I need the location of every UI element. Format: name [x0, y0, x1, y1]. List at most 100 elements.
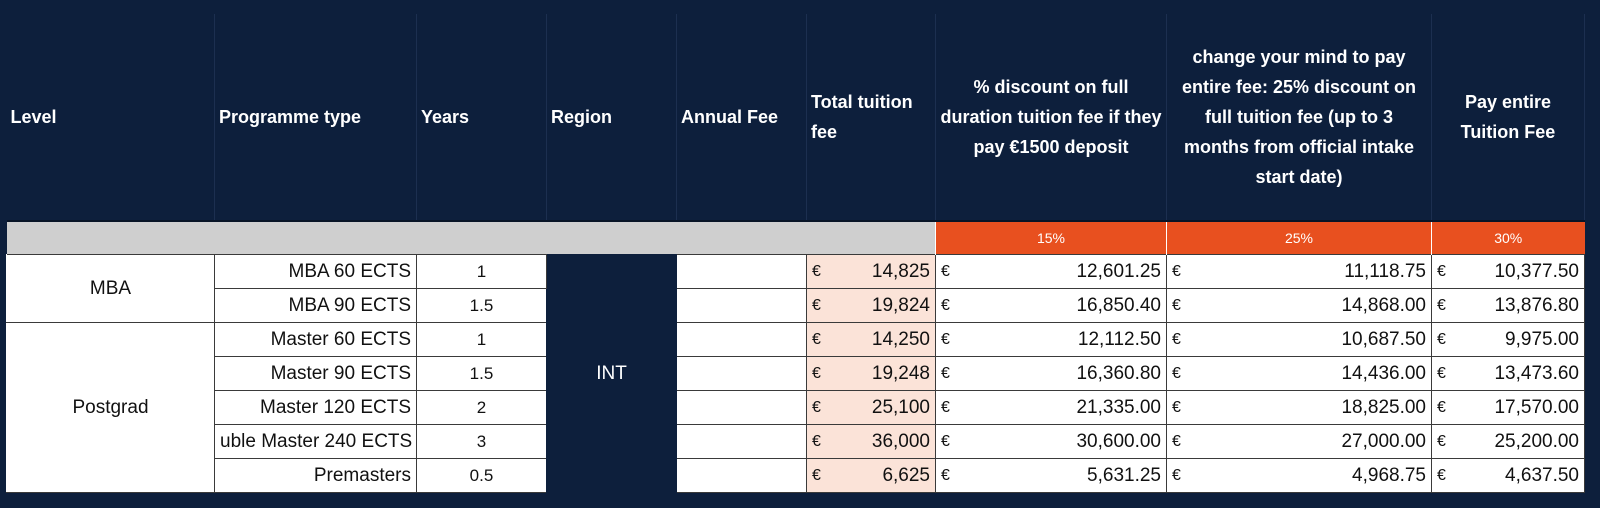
- deposit-discount-rate[interactable]: 15%: [935, 220, 1167, 255]
- amount: 18,825.00: [1341, 396, 1426, 418]
- total-tuition-fee-cell[interactable]: €36,000: [806, 424, 936, 459]
- pay-entire-fee-cell[interactable]: €10,377.50: [1431, 254, 1585, 289]
- pay-entire-discount-rate[interactable]: 30%: [1431, 220, 1585, 255]
- years-cell[interactable]: 1.5: [416, 288, 547, 323]
- money-value: €14,868.00: [1172, 295, 1426, 317]
- programme-type-cell[interactable]: Premasters: [214, 458, 417, 493]
- change-mind-fee-cell[interactable]: €18,825.00: [1166, 390, 1432, 425]
- money-value: €13,473.60: [1437, 363, 1579, 385]
- pay-entire-fee-cell[interactable]: €17,570.00: [1431, 390, 1585, 425]
- deposit-discount-fee-cell[interactable]: €16,850.40: [935, 288, 1167, 323]
- annual-fee-cell[interactable]: [676, 322, 807, 357]
- euro-sign: €: [1172, 364, 1181, 382]
- total-tuition-fee-cell[interactable]: €19,824: [806, 288, 936, 323]
- money-value: €19,248: [812, 363, 930, 385]
- euro-sign: €: [941, 432, 950, 450]
- table-row: MBA MBA 60 ECTS 1 INT €14,825 €12,601.25 €11,1…: [6, 254, 1585, 493]
- euro-sign: €: [812, 296, 821, 314]
- euro-sign: €: [941, 296, 950, 314]
- amount: 14,825: [871, 260, 930, 282]
- programme-type-cell[interactable]: MBA 60 ECTS: [214, 254, 417, 289]
- total-tuition-fee-cell[interactable]: €14,250: [806, 322, 936, 357]
- euro-sign: €: [1172, 262, 1181, 280]
- euro-sign: €: [1437, 432, 1446, 450]
- amount: 14,436.00: [1341, 362, 1426, 384]
- money-value: €10,687.50: [1172, 329, 1426, 351]
- money-value: €4,968.75: [1172, 465, 1426, 487]
- deposit-discount-fee-cell[interactable]: €21,335.00: [935, 390, 1167, 425]
- money-value: €14,250: [812, 329, 930, 351]
- money-value: €12,112.50: [941, 329, 1161, 351]
- pay-entire-fee-cell[interactable]: €4,637.50: [1431, 458, 1585, 493]
- deposit-discount-fee-cell[interactable]: €5,631.25: [935, 458, 1167, 493]
- annual-fee-cell[interactable]: [676, 424, 807, 459]
- total-tuition-fee-cell[interactable]: €14,825: [806, 254, 936, 289]
- programme-type-cell[interactable]: Master 120 ECTS: [214, 390, 417, 425]
- change-mind-fee-cell[interactable]: €11,118.75: [1166, 254, 1432, 289]
- years-cell[interactable]: 1: [416, 254, 547, 289]
- total-tuition-fee-cell[interactable]: €25,100: [806, 390, 936, 425]
- pay-entire-fee-cell[interactable]: €25,200.00: [1431, 424, 1585, 459]
- change-mind-fee-cell[interactable]: €27,000.00: [1166, 424, 1432, 459]
- money-value: €6,625: [812, 465, 930, 487]
- amount: 9,975.00: [1505, 328, 1579, 350]
- annual-fee-cell[interactable]: [676, 390, 807, 425]
- euro-sign: €: [1437, 330, 1446, 348]
- deposit-discount-fee-cell[interactable]: €12,112.50: [935, 322, 1167, 357]
- annual-fee-cell[interactable]: [676, 254, 807, 289]
- total-tuition-fee-cell[interactable]: €6,625: [806, 458, 936, 493]
- deposit-discount-fee-cell[interactable]: €16,360.80: [935, 356, 1167, 391]
- pay-entire-fee-cell[interactable]: €13,473.60: [1431, 356, 1585, 391]
- region-cell[interactable]: INT: [546, 254, 677, 493]
- header-region[interactable]: Region: [546, 14, 677, 221]
- pay-entire-fee-cell[interactable]: €13,876.80: [1431, 288, 1585, 323]
- deposit-discount-fee-cell[interactable]: €12,601.25: [935, 254, 1167, 289]
- change-mind-fee-cell[interactable]: €14,868.00: [1166, 288, 1432, 323]
- change-mind-fee-cell[interactable]: €4,968.75: [1166, 458, 1432, 493]
- change-mind-discount-rate[interactable]: 25%: [1166, 220, 1432, 255]
- amount: 36,000: [871, 430, 930, 452]
- level-cell-mba[interactable]: MBA: [6, 254, 215, 323]
- change-mind-fee-cell[interactable]: €10,687.50: [1166, 322, 1432, 357]
- euro-sign: €: [1172, 432, 1181, 450]
- years-cell[interactable]: 2: [416, 390, 547, 425]
- total-tuition-fee-cell[interactable]: €19,248: [806, 356, 936, 391]
- programme-type-cell[interactable]: MBA 90 ECTS: [214, 288, 417, 323]
- money-value: €13,876.80: [1437, 295, 1579, 317]
- annual-fee-cell[interactable]: [676, 356, 807, 391]
- level-cell-postgrad[interactable]: Postgrad: [6, 322, 215, 493]
- years-cell[interactable]: 1.5: [416, 356, 547, 391]
- money-value: €25,100: [812, 397, 930, 419]
- amount: 12,112.50: [1077, 328, 1161, 350]
- programme-type-cell[interactable]: uble Master 240 ECTS: [214, 424, 417, 459]
- discount-rate-spacer: [6, 220, 936, 255]
- money-value: €9,975.00: [1437, 329, 1579, 351]
- header-level[interactable]: Level: [6, 14, 215, 221]
- money-value: €4,637.50: [1437, 465, 1579, 487]
- annual-fee-cell[interactable]: [676, 288, 807, 323]
- pay-entire-fee-cell[interactable]: €9,975.00: [1431, 322, 1585, 357]
- programme-type-cell[interactable]: Master 90 ECTS: [214, 356, 417, 391]
- euro-sign: €: [1172, 296, 1181, 314]
- header-total-tuition-fee[interactable]: Total tuition fee: [806, 14, 936, 221]
- deposit-discount-fee-cell[interactable]: €30,600.00: [935, 424, 1167, 459]
- amount: 13,876.80: [1494, 294, 1579, 316]
- annual-fee-cell[interactable]: [676, 458, 807, 493]
- header-pay-entire-fee[interactable]: Pay entire Tuition Fee: [1431, 14, 1585, 221]
- programme-type-cell[interactable]: Master 60 ECTS: [214, 322, 417, 357]
- header-deposit-discount[interactable]: % discount on full duration tuition fee …: [935, 14, 1167, 221]
- header-programme-type[interactable]: Programme type: [214, 14, 417, 221]
- euro-sign: €: [941, 398, 950, 416]
- euro-sign: €: [941, 262, 950, 280]
- amount: 21,335.00: [1076, 396, 1161, 418]
- years-cell[interactable]: 0.5: [416, 458, 547, 493]
- euro-sign: €: [812, 466, 821, 484]
- change-mind-fee-cell[interactable]: €14,436.00: [1166, 356, 1432, 391]
- years-cell[interactable]: 3: [416, 424, 547, 459]
- header-annual-fee[interactable]: Annual Fee: [676, 14, 807, 221]
- amount: 12,601.25: [1076, 260, 1161, 282]
- years-cell[interactable]: 1: [416, 322, 547, 357]
- header-change-mind-discount[interactable]: change your mind to pay entire fee: 25% …: [1166, 14, 1432, 221]
- header-years[interactable]: Years: [416, 14, 547, 221]
- tuition-fee-sheet: Level Programme type Years Region Annual…: [6, 14, 1585, 493]
